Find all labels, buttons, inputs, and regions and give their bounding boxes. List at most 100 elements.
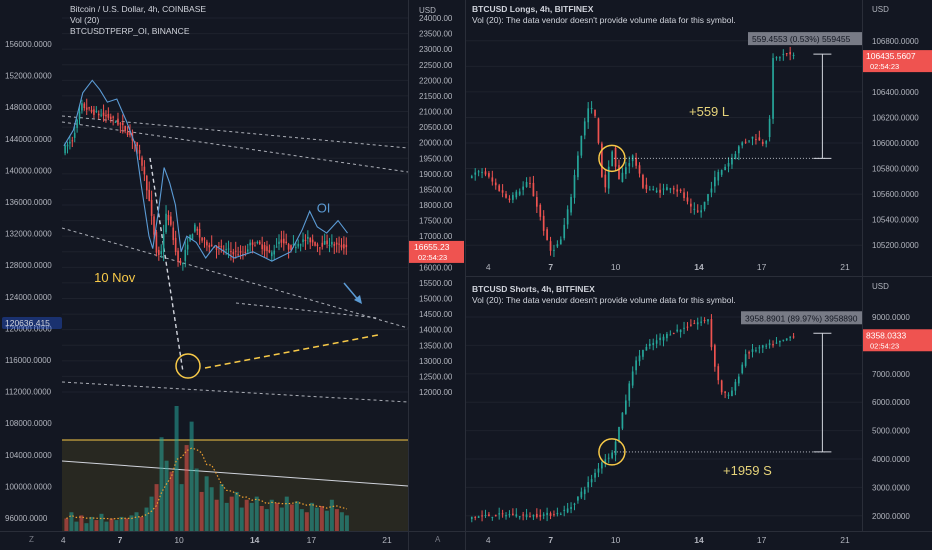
right-2-candle[interactable] <box>553 510 555 517</box>
right-2-candle[interactable] <box>501 509 504 518</box>
longs-symbol-title[interactable]: BTCUSD Longs, 4h, BITFINEX <box>472 4 594 14</box>
right-2-candle[interactable] <box>772 340 774 348</box>
right-2-candle[interactable] <box>779 340 781 347</box>
volume-bar[interactable] <box>174 406 179 531</box>
right-1-candle[interactable] <box>710 181 713 198</box>
right-2-candle[interactable] <box>470 516 473 523</box>
left-price-candle[interactable] <box>138 144 141 160</box>
right-1-candle[interactable] <box>494 178 497 190</box>
volume-bar[interactable] <box>299 509 304 531</box>
volume-bar[interactable] <box>189 421 194 531</box>
right-2-candle[interactable] <box>535 508 538 519</box>
right-1-candle[interactable] <box>652 185 655 191</box>
right-1-candle[interactable] <box>645 177 648 193</box>
right-2-candle[interactable] <box>741 362 744 375</box>
left-price-candle[interactable] <box>191 233 194 240</box>
volume-bar[interactable] <box>239 507 244 531</box>
trend-channel-line[interactable] <box>61 381 409 403</box>
right-2-candle[interactable] <box>508 510 511 518</box>
left-price-candle[interactable] <box>174 230 177 256</box>
right-1-candle[interactable] <box>792 52 795 60</box>
left-price-candle[interactable] <box>201 237 203 243</box>
right-2-candle[interactable] <box>672 332 675 335</box>
left-price-candle[interactable] <box>76 118 78 133</box>
right-2-candle[interactable] <box>577 496 579 504</box>
right-2-candle[interactable] <box>751 344 754 358</box>
left-price-candle[interactable] <box>194 222 196 233</box>
left-price-candle[interactable] <box>256 240 259 245</box>
left-price-candle[interactable] <box>246 243 249 254</box>
left-price-candle[interactable] <box>121 114 124 134</box>
volume-bar[interactable] <box>284 496 289 531</box>
right-1-candle[interactable] <box>744 138 747 144</box>
volume-bar[interactable] <box>344 515 349 531</box>
right-2-candle[interactable] <box>597 463 600 478</box>
right-2-candle[interactable] <box>755 347 757 353</box>
right-2-candle[interactable] <box>652 338 655 351</box>
left-price-candle[interactable] <box>314 241 316 247</box>
right-2-candle[interactable] <box>724 390 726 399</box>
right-1-candle[interactable] <box>693 202 696 215</box>
right-2-candle[interactable] <box>515 508 518 518</box>
volume-bar[interactable] <box>259 506 264 531</box>
right-1-candle[interactable] <box>737 145 740 161</box>
right-2-candle[interactable] <box>604 454 607 468</box>
left-price-candle[interactable] <box>323 233 326 245</box>
left-price-candle[interactable] <box>333 241 336 255</box>
left-price-candle[interactable] <box>90 105 93 114</box>
right-1-candle[interactable] <box>662 183 665 196</box>
right-2-candle[interactable] <box>488 512 490 517</box>
volume-bar[interactable] <box>309 502 314 531</box>
right-1-candle[interactable] <box>563 217 566 241</box>
right-2-candle[interactable] <box>532 514 535 521</box>
volume-bar[interactable] <box>339 512 344 531</box>
left-price-candle[interactable] <box>328 237 331 253</box>
right-1-candle[interactable] <box>570 193 572 216</box>
left-price-candle[interactable] <box>270 250 273 262</box>
left-price-candle[interactable] <box>162 224 165 262</box>
right-2-candle[interactable] <box>679 329 682 338</box>
right-2-candle[interactable] <box>717 363 720 385</box>
volume-bar[interactable] <box>179 484 184 531</box>
right-1-candle[interactable] <box>484 167 487 177</box>
right-2-candle[interactable] <box>601 461 603 474</box>
left-price-candle[interactable] <box>114 120 117 123</box>
right-2-candle[interactable] <box>659 333 661 346</box>
left-price-candle[interactable] <box>338 236 340 254</box>
right-2-candle[interactable] <box>703 317 706 324</box>
volume-bar[interactable] <box>99 513 104 531</box>
right-1-candle[interactable] <box>758 130 761 141</box>
right-2-candle[interactable] <box>768 339 771 349</box>
volume-bar[interactable] <box>329 499 334 531</box>
right-2-candle[interactable] <box>648 339 651 350</box>
volume-bar[interactable] <box>289 504 294 531</box>
right-2-candle[interactable] <box>655 334 658 349</box>
left-price-candle[interactable] <box>186 237 189 256</box>
left-price-candle[interactable] <box>146 174 148 199</box>
volume-bar[interactable] <box>134 512 139 531</box>
right-2-candle[interactable] <box>512 508 514 516</box>
measure-label-bg[interactable] <box>741 311 862 325</box>
right-1-candle[interactable] <box>590 101 593 114</box>
right-1-candle[interactable] <box>583 117 586 140</box>
right-1-candle[interactable] <box>679 188 682 194</box>
right-2-candle[interactable] <box>566 502 569 514</box>
right-2-candle[interactable] <box>727 392 730 399</box>
right-1-candle[interactable] <box>789 46 792 61</box>
volume-bar[interactable] <box>64 518 69 532</box>
left-price-candle[interactable] <box>316 242 319 253</box>
left-price-candle[interactable] <box>141 155 143 171</box>
left-price-candle[interactable] <box>170 211 172 227</box>
right-1-candle[interactable] <box>642 173 644 190</box>
left-price-candle[interactable] <box>198 222 201 245</box>
auto-scale-icon[interactable]: A <box>435 535 441 544</box>
right-1-candle[interactable] <box>498 183 501 192</box>
right-1-candle[interactable] <box>556 240 559 249</box>
right-1-candle[interactable] <box>535 191 538 214</box>
right-2-candle[interactable] <box>734 379 737 396</box>
left-price-candle[interactable] <box>237 246 239 256</box>
right-2-candle[interactable] <box>775 336 778 345</box>
left-volume-indicator[interactable]: Vol (20) <box>70 15 100 25</box>
right-1-candle[interactable] <box>696 204 699 213</box>
left-price-candle[interactable] <box>345 237 348 255</box>
